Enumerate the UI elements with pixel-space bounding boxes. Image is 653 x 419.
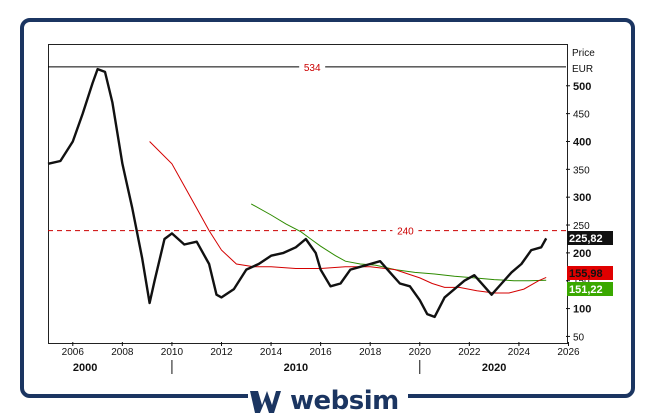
ma-red-line: [149, 141, 547, 294]
price-tag-155,98: 155,98: [569, 268, 603, 280]
price-tag-151,22: 151,22: [569, 284, 603, 296]
x-tick-label: 2018: [359, 347, 382, 358]
hline-label-240: 240: [397, 227, 414, 238]
websim-logo: websim: [248, 384, 408, 418]
x-tick-label: 2026: [557, 347, 580, 358]
y-tick-label: 50: [573, 332, 585, 343]
decade-label: 2020: [482, 362, 506, 374]
y-tick-label: 350: [573, 165, 590, 176]
y-tick-label: 400: [573, 136, 591, 148]
plot-area: [48, 44, 568, 344]
y-tick-label: 450: [573, 110, 590, 121]
x-tick-label: 2010: [161, 347, 184, 358]
websim-logo-text: websim: [290, 386, 399, 416]
y-axis-title: Price: [572, 48, 595, 59]
y-tick-label: 250: [573, 221, 590, 232]
x-tick-label: 2012: [210, 347, 233, 358]
x-tick-label: 2006: [62, 347, 85, 358]
price-tag-bg: [567, 266, 613, 280]
y-tick-label: 500: [573, 81, 591, 93]
price-line: [47, 67, 548, 319]
x-tick-label: 2014: [260, 347, 283, 358]
x-tick-label: 2016: [310, 347, 333, 358]
y-tick-label: 300: [573, 192, 591, 204]
websim-logo-icon: [250, 391, 281, 413]
price-tag-bg: [567, 282, 613, 296]
price-tag-225,82: 225,82: [569, 233, 603, 245]
price-tag-bg: [567, 231, 613, 245]
y-axis-unit: EUR: [572, 64, 593, 75]
hline-label-534: 534: [304, 63, 321, 74]
x-tick-label: 2024: [508, 347, 531, 358]
y-tick-label: 100: [573, 304, 591, 316]
hline-label-bg: [299, 59, 326, 73]
ma-green-line: [250, 203, 547, 282]
decade-label: 2010: [284, 362, 308, 374]
x-tick-label: 2020: [409, 347, 432, 358]
x-tick-label: 2022: [458, 347, 481, 358]
decade-label: 2000: [73, 362, 97, 374]
hline-label-bg: [392, 223, 419, 237]
y-tick-label: 200: [573, 248, 591, 260]
x-tick-label: 2008: [111, 347, 134, 358]
